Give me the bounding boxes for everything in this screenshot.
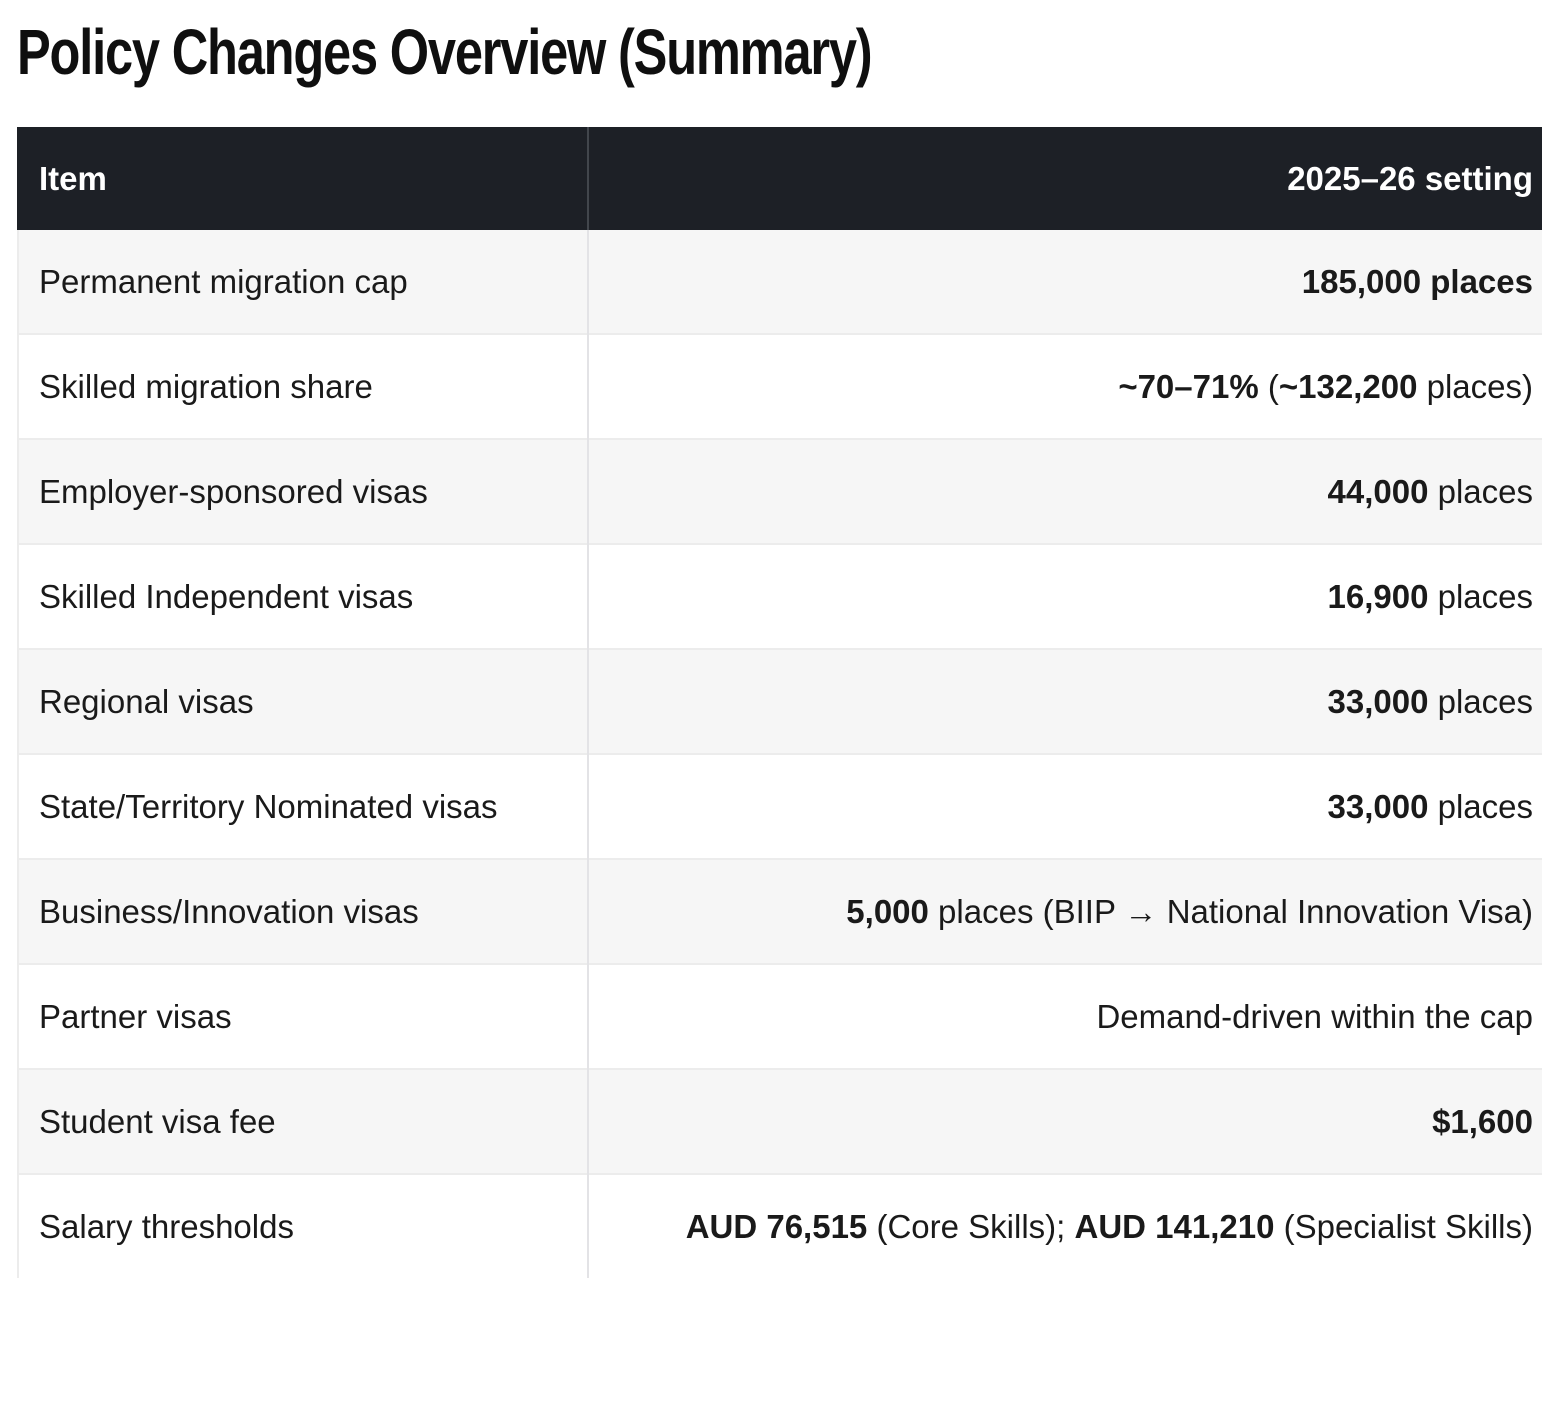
- item-label: Skilled Independent visas: [39, 578, 414, 615]
- table-row: Skilled Independent visas 16,900 places: [17, 543, 1542, 649]
- item-cell: Regional visas: [17, 648, 589, 754]
- table-row: Employer-sponsored visas 44,000 places: [17, 438, 1542, 544]
- setting-value-text: places: [1428, 788, 1533, 825]
- table-row: Business/Innovation visas 5,000 places (B…: [17, 858, 1542, 964]
- setting-cell: AUD 76,515 (Core Skills); AUD 141,210 (S…: [588, 1173, 1542, 1278]
- item-label: Student visa fee: [39, 1103, 276, 1140]
- setting-value-bold: AUD 76,515: [685, 1208, 868, 1245]
- setting-value-bold: 16,900: [1327, 578, 1429, 615]
- setting-cell: 33,000 places: [588, 648, 1542, 754]
- setting-value-text: places: [1428, 578, 1533, 615]
- setting-cell: Demand-driven within the cap: [588, 963, 1542, 1069]
- item-label: State/Territory Nominated visas: [39, 788, 498, 825]
- table-body: Permanent migration cap 185,000 places Ski…: [17, 230, 1542, 1278]
- item-label: Business/Innovation visas: [39, 893, 419, 930]
- item-label: Employer-sponsored visas: [39, 473, 428, 510]
- setting-value-bold: $1,600: [1432, 1103, 1533, 1140]
- item-cell: Skilled migration share: [17, 333, 589, 439]
- table-row: Partner visas Demand-driven within the ca…: [17, 963, 1542, 1069]
- setting-value-text: places: [1428, 683, 1533, 720]
- setting-value-bold: AUD 141,210: [1074, 1208, 1275, 1245]
- item-cell: Skilled Independent visas: [17, 543, 589, 649]
- setting-value-text: (: [1258, 368, 1279, 405]
- setting-value-bold: 5,000: [846, 893, 929, 930]
- table-row: Skilled migration share ~70–71% (~132,200…: [17, 333, 1542, 439]
- item-cell: State/Territory Nominated visas: [17, 753, 589, 859]
- setting-value-text: places (BIIP → National Innovation Visa): [928, 893, 1533, 930]
- setting-cell: $1,600: [588, 1068, 1542, 1174]
- table-header: Item 2025–26 setting: [17, 127, 1542, 230]
- column-header-setting: 2025–26 setting: [588, 127, 1542, 230]
- table-row: Student visa fee $1,600: [17, 1068, 1542, 1174]
- setting-value-text: (Core Skills);: [867, 1208, 1075, 1245]
- column-header-item: Item: [17, 127, 589, 230]
- table-row: Regional visas 33,000 places: [17, 648, 1542, 754]
- setting-value-bold: 33,000: [1327, 683, 1429, 720]
- page-title: Policy Changes Overview (Summary): [17, 16, 873, 88]
- table-row: State/Territory Nominated visas 33,000 pl…: [17, 753, 1542, 859]
- item-cell: Salary thresholds: [17, 1173, 589, 1278]
- item-cell: Employer-sponsored visas: [17, 438, 589, 544]
- setting-cell: 5,000 places (BIIP → National Innovation…: [588, 858, 1542, 964]
- item-label: Salary thresholds: [39, 1208, 294, 1245]
- item-label: Permanent migration cap: [39, 263, 408, 300]
- setting-value-text: Demand-driven within the cap: [1096, 998, 1533, 1035]
- item-label: Regional visas: [39, 683, 254, 720]
- setting-value-bold: 33,000: [1327, 788, 1429, 825]
- page: Policy Changes Overview (Summary) Item 2…: [17, 16, 1542, 1278]
- setting-value-text: places: [1428, 473, 1533, 510]
- item-label: Partner visas: [39, 998, 232, 1035]
- setting-cell: 33,000 places: [588, 753, 1542, 859]
- policy-changes-table: Item 2025–26 setting Permanent migration…: [17, 127, 1542, 1278]
- setting-cell: 44,000 places: [588, 438, 1542, 544]
- table-header-row: Item 2025–26 setting: [17, 127, 1542, 230]
- setting-value-bold: ~70–71%: [1118, 368, 1259, 405]
- setting-value-bold: 185,000 places: [1301, 263, 1533, 300]
- item-cell: Partner visas: [17, 963, 589, 1069]
- item-label: Skilled migration share: [39, 368, 373, 405]
- setting-cell: 185,000 places: [588, 230, 1542, 334]
- table-row: Salary thresholds AUD 76,515 (Core Skills…: [17, 1173, 1542, 1278]
- setting-cell: 16,900 places: [588, 543, 1542, 649]
- setting-value-text: places): [1417, 368, 1533, 405]
- table-row: Permanent migration cap 185,000 places: [17, 230, 1542, 334]
- item-cell: Student visa fee: [17, 1068, 589, 1174]
- setting-value-text: (Specialist Skills): [1274, 1208, 1533, 1245]
- setting-value-bold: 44,000: [1327, 473, 1429, 510]
- item-cell: Business/Innovation visas: [17, 858, 589, 964]
- setting-value-bold: ~132,200: [1278, 368, 1418, 405]
- setting-cell: ~70–71% (~132,200 places): [588, 333, 1542, 439]
- item-cell: Permanent migration cap: [17, 230, 589, 334]
